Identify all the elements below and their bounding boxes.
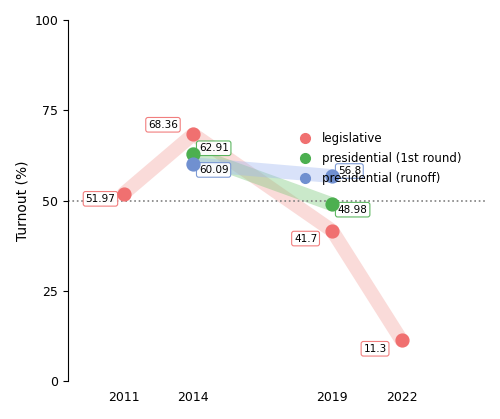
Point xyxy=(328,227,336,234)
Text: 62.91: 62.91 xyxy=(199,143,228,153)
Point xyxy=(398,337,406,344)
Legend: legislative, presidential (1st round), presidential (runoff): legislative, presidential (1st round), p… xyxy=(288,127,467,190)
Text: 41.7: 41.7 xyxy=(294,233,317,243)
Text: 11.3: 11.3 xyxy=(364,344,386,354)
Text: 48.98: 48.98 xyxy=(338,204,368,215)
Text: 56.8: 56.8 xyxy=(338,166,361,176)
Point xyxy=(328,173,336,179)
Point xyxy=(189,151,197,158)
Point xyxy=(189,161,197,168)
Y-axis label: Turnout (%): Turnout (%) xyxy=(15,160,29,241)
Text: 60.09: 60.09 xyxy=(199,165,228,175)
Point xyxy=(189,131,197,138)
Text: 51.97: 51.97 xyxy=(86,194,116,204)
Point xyxy=(328,201,336,208)
Point xyxy=(120,190,128,197)
Text: 68.36: 68.36 xyxy=(148,120,178,130)
